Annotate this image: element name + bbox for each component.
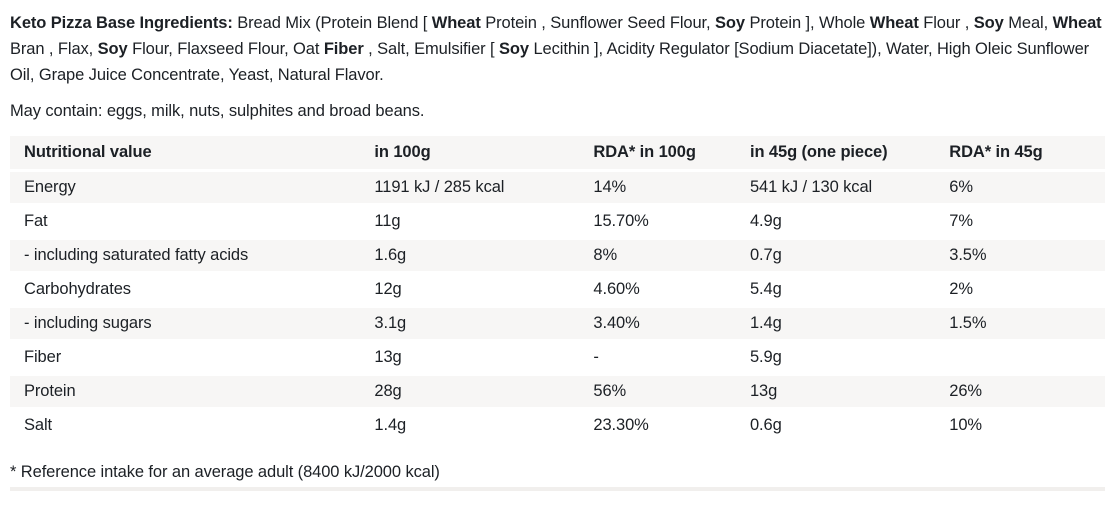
ingredient-bold-text: Soy xyxy=(499,40,529,58)
table-cell: Fat xyxy=(10,204,361,240)
table-cell: Carbohydrates xyxy=(10,272,361,308)
table-row-protein: Protein 28g 56% 13g 26% xyxy=(10,374,1105,410)
table-cell: 26% xyxy=(935,374,1105,410)
ingredient-text: Flour , xyxy=(918,14,974,32)
ingredient-bold-text: Keto Pizza Base Ingredients: xyxy=(10,14,233,32)
table-cell: Energy xyxy=(10,170,361,206)
table-cell: Salt xyxy=(10,408,361,444)
ingredient-bold-text: Wheat xyxy=(1052,14,1102,32)
table-cell: 28g xyxy=(360,374,580,410)
table-cell: 23.30% xyxy=(579,408,736,444)
table-row-sugars: - including sugars 3.1g 3.40% 1.4g 1.5% xyxy=(10,306,1105,342)
table-cell: 1.5% xyxy=(935,306,1105,342)
table-cell: 56% xyxy=(579,374,736,410)
column-header-in-100g: in 100g xyxy=(360,136,580,172)
table-cell: 4.9g xyxy=(735,204,936,240)
table-cell: 3.5% xyxy=(935,238,1105,274)
table-cell: 11g xyxy=(360,204,580,240)
ingredient-text: Lecithin ], Acidity Regulator [Sodium Di… xyxy=(10,40,1090,84)
table-cell: 12g xyxy=(360,272,580,308)
ingredient-bold-text: Soy xyxy=(715,14,745,32)
table-cell: 7% xyxy=(935,204,1105,240)
nutrition-panel: Keto Pizza Base Ingredients: Bread Mix (… xyxy=(10,10,1105,491)
table-cell: 1.6g xyxy=(360,238,580,274)
table-header-row: Nutritional value in 100g RDA* in 100g i… xyxy=(10,136,1105,172)
table-cell: 0.7g xyxy=(735,238,936,274)
column-header-rda-45g: RDA* in 45g xyxy=(935,136,1105,172)
table-cell: - including saturated fatty acids xyxy=(10,238,361,274)
bottom-divider xyxy=(10,486,1105,491)
table-cell: - including sugars xyxy=(10,306,361,342)
table-cell: 14% xyxy=(579,170,736,206)
table-cell: Fiber xyxy=(10,340,361,376)
table-cell: 0.6g xyxy=(735,408,936,444)
table-cell: - xyxy=(579,340,736,376)
column-header-rda-100g: RDA* in 100g xyxy=(579,136,736,172)
table-cell: 3.40% xyxy=(579,306,736,342)
ingredient-bold-text: Soy xyxy=(973,14,1004,32)
table-cell: 13g xyxy=(735,374,936,410)
column-header-in-45g: in 45g (one piece) xyxy=(735,136,936,172)
table-row-fat: Fat 11g 15.70% 4.9g 7% xyxy=(10,204,1105,240)
table-cell: 15.70% xyxy=(579,204,736,240)
allergen-notice: May contain: eggs, milk, nuts, sulphites… xyxy=(10,102,425,120)
nutrition-table: Nutritional value in 100g RDA* in 100g i… xyxy=(10,136,1105,444)
table-cell: 5.4g xyxy=(735,272,936,308)
ingredient-text: Flour, Flaxseed Flour, Oat xyxy=(127,40,324,58)
ingredient-bold-text: Soy xyxy=(97,40,128,58)
table-cell: 1.4g xyxy=(360,408,580,444)
table-cell: 6% xyxy=(935,170,1105,206)
reference-footnote: * Reference intake for an average adult … xyxy=(10,462,440,481)
ingredients-paragraph: Keto Pizza Base Ingredients: Bread Mix (… xyxy=(10,10,1105,88)
table-cell: 4.60% xyxy=(579,272,736,308)
table-cell: 3.1g xyxy=(360,306,580,342)
ingredient-text: Bread Mix (Protein Blend [ xyxy=(232,14,432,32)
ingredient-bold-text: Fiber xyxy=(323,40,364,58)
table-cell: 10% xyxy=(935,408,1105,444)
table-cell: 1191 kJ / 285 kcal xyxy=(360,170,580,206)
table-cell: 13g xyxy=(360,340,580,376)
column-header-nutritional-value: Nutritional value xyxy=(10,136,361,172)
table-cell: 5.9g xyxy=(735,340,936,376)
table-row-fiber: Fiber 13g - 5.9g xyxy=(10,340,1105,376)
ingredient-bold-text: Wheat xyxy=(869,14,919,32)
table-cell: 1.4g xyxy=(735,306,936,342)
table-cell: 2% xyxy=(935,272,1105,308)
table-row-carbohydrates: Carbohydrates 12g 4.60% 5.4g 2% xyxy=(10,272,1105,308)
table-cell: Protein xyxy=(10,374,361,410)
table-cell: 8% xyxy=(579,238,736,274)
table-row-energy: Energy 1191 kJ / 285 kcal 14% 541 kJ / 1… xyxy=(10,170,1105,206)
table-cell: 541 kJ / 130 kcal xyxy=(735,170,936,206)
ingredient-text: Bran , Flax, xyxy=(10,40,98,58)
table-cell xyxy=(935,340,1105,376)
ingredient-text: , Salt, Emulsifier [ xyxy=(363,40,500,58)
ingredient-bold-text: Wheat xyxy=(431,14,481,32)
table-row-saturated-fat: - including saturated fatty acids 1.6g 8… xyxy=(10,238,1105,274)
ingredient-text: Protein ], Whole xyxy=(744,14,870,32)
ingredient-text: Protein , Sunflower Seed Flour, xyxy=(480,14,715,32)
table-row-salt: Salt 1.4g 23.30% 0.6g 10% xyxy=(10,408,1105,444)
ingredient-text: Meal, xyxy=(1003,14,1053,32)
